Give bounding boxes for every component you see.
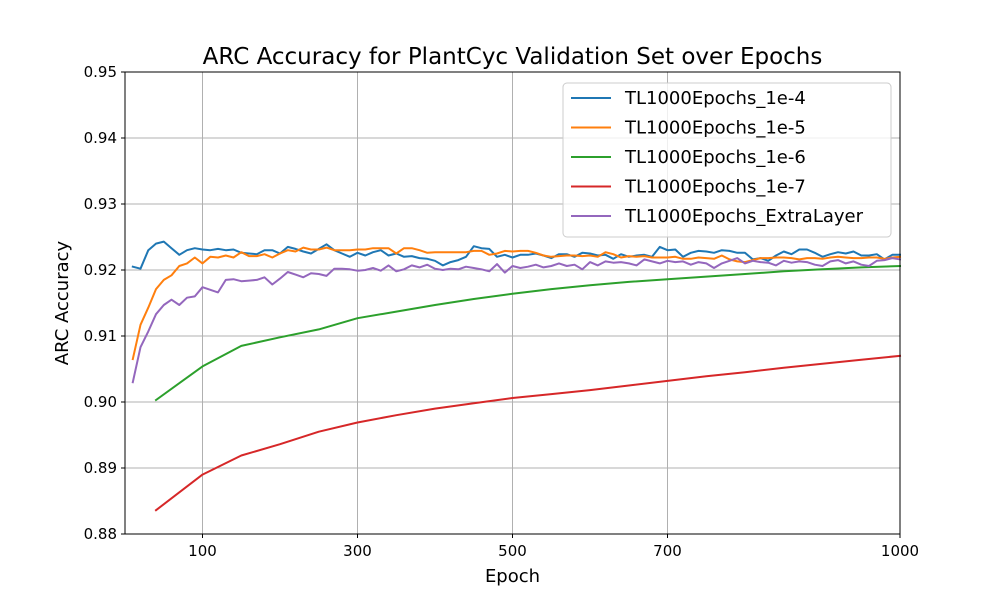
x-tick-label: 500 — [498, 542, 527, 560]
series-line-5 — [131, 257, 902, 384]
chart-title: ARC Accuracy for PlantCyc Validation Set… — [203, 44, 823, 70]
legend-label-5: TL1000Epochs_ExtraLayer — [624, 206, 864, 227]
y-tick-label: 0.94 — [84, 129, 117, 147]
y-tick-label: 0.93 — [84, 195, 117, 213]
x-tick-label: 1000 — [881, 542, 919, 560]
series-line-4 — [154, 354, 902, 512]
series-layer — [131, 240, 902, 512]
y-tick-label: 0.89 — [84, 459, 117, 477]
y-tick-label: 0.88 — [84, 525, 117, 543]
y-tick-label: 0.90 — [84, 393, 117, 411]
legend-label-2: TL1000Epochs_1e-5 — [624, 118, 806, 139]
y-tick-label: 0.92 — [84, 261, 117, 279]
y-tick-label: 0.91 — [84, 327, 117, 345]
x-tick-label: 700 — [653, 542, 682, 560]
y-axis-label: ARC Accuracy — [52, 240, 73, 365]
legend-box — [562, 82, 892, 238]
x-axis: 100 300 500 700 1000 — [188, 534, 919, 560]
legend-label-4: TL1000Epochs_1e-7 — [624, 177, 806, 198]
series-line-2 — [131, 246, 902, 361]
legend-label-1: TL1000Epochs_1e-4 — [624, 88, 806, 109]
y-tick-label: 0.95 — [84, 63, 117, 81]
x-axis-label: Epoch — [485, 566, 540, 587]
legend-label-3: TL1000Epochs_1e-6 — [624, 147, 806, 168]
y-axis: 0.88 0.89 0.90 0.91 0.92 0.93 0.94 0.95 — [84, 63, 125, 543]
legend: TL1000Epochs_1e-4 TL1000Epochs_1e-5 TL1000… — [562, 82, 892, 238]
x-tick-label: 100 — [188, 542, 217, 560]
series-line-3 — [154, 264, 902, 402]
x-tick-label: 300 — [343, 542, 372, 560]
